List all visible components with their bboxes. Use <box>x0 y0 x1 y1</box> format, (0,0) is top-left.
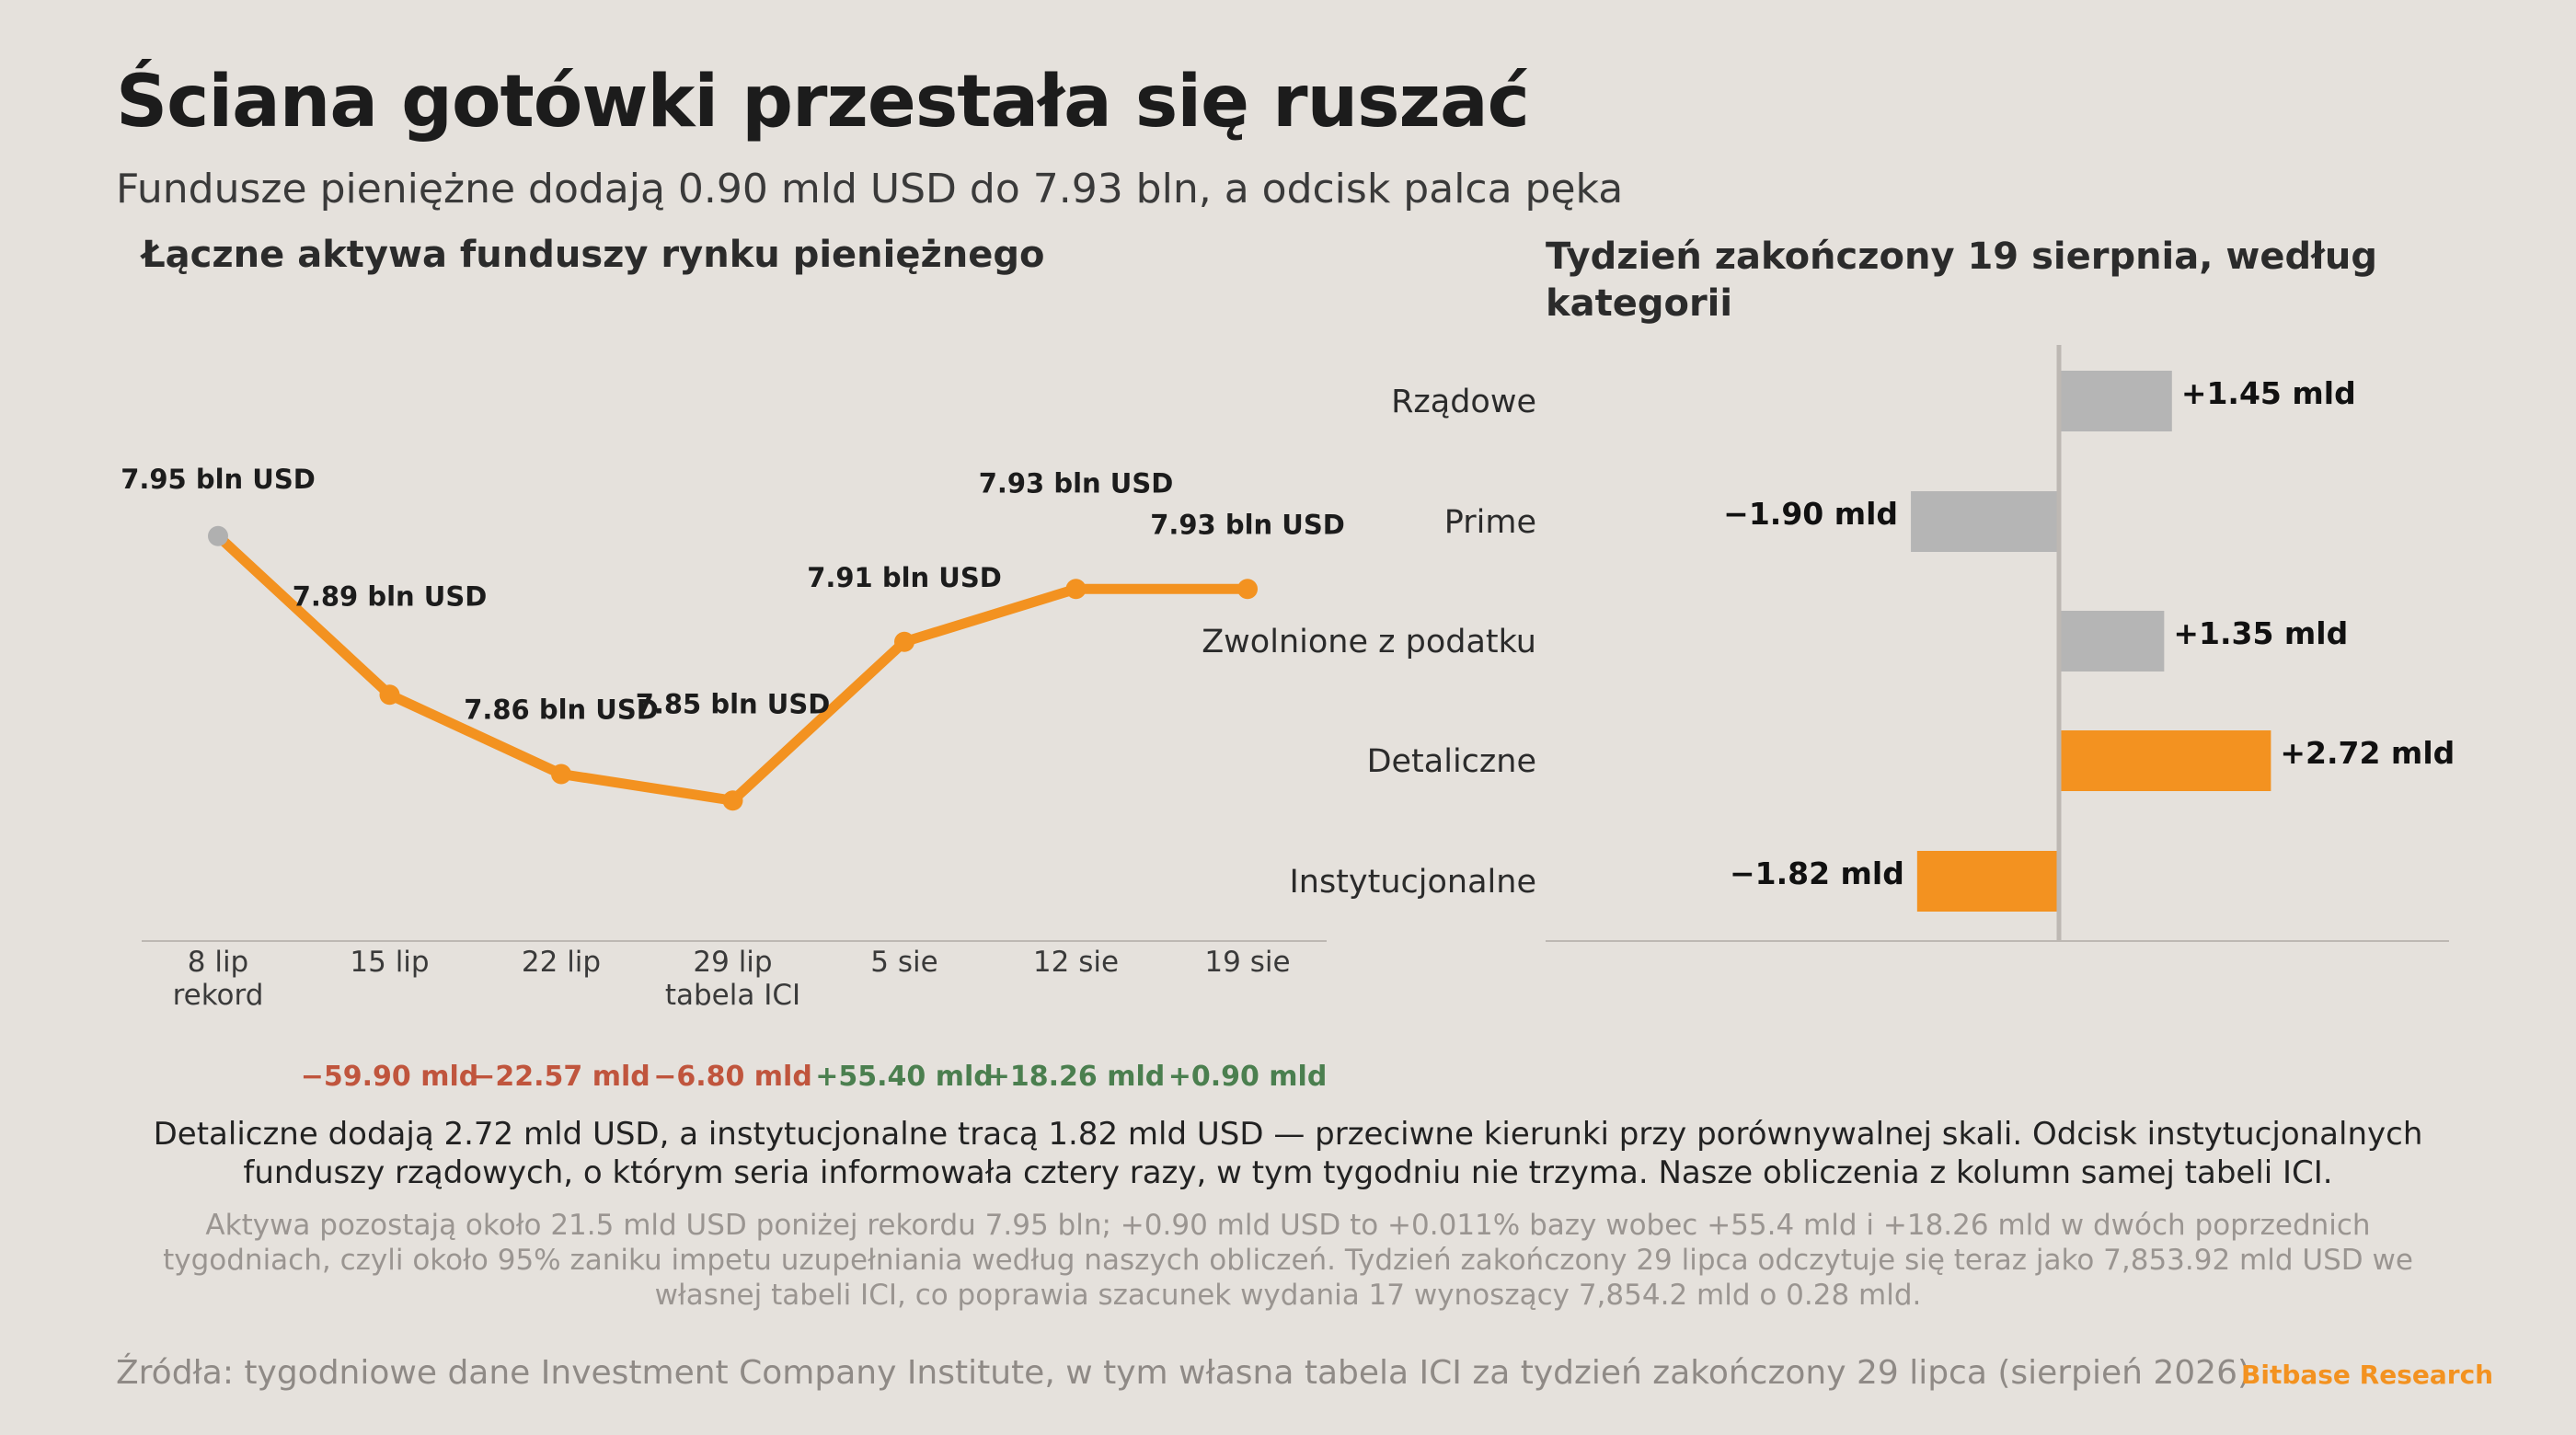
weekly-change-label: +0.90 mld <box>1168 1061 1328 1093</box>
weekly-change-label: +55.40 mld <box>815 1061 994 1093</box>
data-point <box>722 790 743 811</box>
point-label: 7.93 bln USD <box>1150 509 1345 540</box>
bar-value-label: −1.82 mld <box>1730 855 1904 891</box>
point-label: 7.91 bln USD <box>807 562 1002 593</box>
bar-value-label: +1.45 mld <box>2181 375 2356 411</box>
page-subtitle: Fundusze pieniężne dodają 0.90 mld USD d… <box>116 166 1624 212</box>
brand-logo-text: Bitbase Research <box>2241 1360 2494 1390</box>
bar <box>2059 371 2172 431</box>
bar-value-label: +2.72 mld <box>2280 735 2455 771</box>
data-point <box>208 525 228 546</box>
bar <box>2059 730 2271 791</box>
x-tick-label: 19 sie <box>1204 946 1290 979</box>
charts-canvas: 7.95 bln USD 7.89 bln USD 7.86 bln USD7.85… <box>121 345 2455 1093</box>
point-label: 7.86 bln USD <box>464 695 659 726</box>
data-point <box>894 631 914 652</box>
point-label: 7.95 bln USD <box>121 464 316 495</box>
x-tick-label: 29 lip <box>693 946 772 979</box>
category-label: Instytucjonalne <box>1289 864 1536 901</box>
category-label: Rządowe <box>1391 384 1536 420</box>
weekly-change-label: −59.90 mld <box>301 1061 479 1093</box>
bar <box>1911 491 2059 552</box>
weekly-change-label: −6.80 mld <box>653 1061 812 1093</box>
data-point <box>551 763 571 785</box>
line-chart-title: Łączne aktywa funduszy rynku pieniężnego <box>142 234 1045 276</box>
notes-main: Detaliczne dodają 2.72 mld USD, a instyt… <box>153 1116 2423 1191</box>
data-point <box>1065 579 1087 600</box>
point-label: 7.85 bln USD <box>636 688 831 719</box>
notes-sub: Aktywa pozostają około 21.5 mld USD poni… <box>163 1209 2413 1312</box>
x-tick-label: 5 sie <box>870 946 937 979</box>
data-point <box>379 684 400 706</box>
line-chart: 7.95 bln USD 7.89 bln USD 7.86 bln USD7.85… <box>121 464 1345 1093</box>
point-label: 7.89 bln USD <box>293 580 488 612</box>
x-tick-label: 22 lip <box>522 946 601 979</box>
x-tick-label: 12 sie <box>1033 946 1119 979</box>
bar-chart: Rządowe Prime Zwolnione z podatku Detaliczn… <box>1202 345 2455 942</box>
page-title: Ściana gotówki przestała się ruszać <box>116 61 1530 144</box>
x-tick-sublabel: tabela ICI <box>665 979 800 1012</box>
source-note: Źródła: tygodniowe dane Investment Compa… <box>116 1354 2251 1392</box>
category-label: Detaliczne <box>1367 743 1536 780</box>
bar <box>1916 851 2059 912</box>
series-line <box>213 531 1253 806</box>
category-label: Prime <box>1444 504 1536 541</box>
bar-chart-title: Tydzień zakończony 19 sierpnia, według k… <box>1546 235 2378 325</box>
bar-value-label: +1.35 mld <box>2173 615 2348 651</box>
x-tick-label: 15 lip <box>350 946 429 979</box>
weekly-change-label: −22.57 mld <box>472 1061 650 1093</box>
bar-value-label: −1.90 mld <box>1723 496 1898 532</box>
data-point <box>1237 579 1258 600</box>
weekly-change-label: +18.26 mld <box>987 1061 1166 1093</box>
x-tick-label: 8 lip <box>188 946 248 979</box>
bar <box>2059 611 2165 672</box>
x-tick-sublabel: rekord <box>173 979 264 1012</box>
category-label: Zwolnione z podatku <box>1202 624 1536 660</box>
point-label: 7.93 bln USD <box>979 467 1174 499</box>
